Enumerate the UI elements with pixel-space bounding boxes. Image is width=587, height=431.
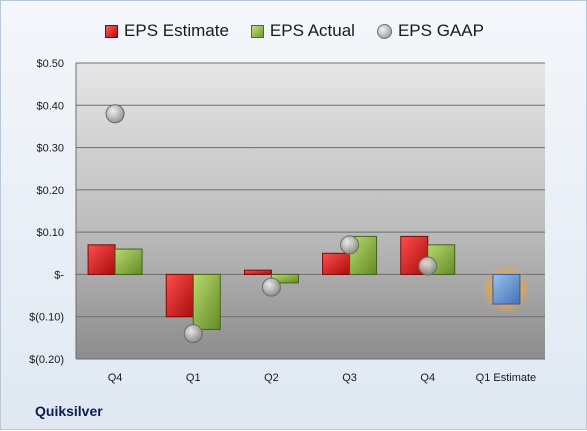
legend-label-gaap: EPS GAAP	[397, 21, 484, 40]
x-tick-label: Q1	[186, 372, 201, 384]
bar-q1-estimate	[492, 273, 521, 305]
bar-eps-estimate	[165, 273, 194, 318]
y-tick-label: $0.10	[36, 227, 64, 239]
legend-item-gaap: EPS GAAP	[376, 21, 484, 41]
x-tick-label: Q2	[264, 372, 279, 384]
chart-legend: EPS Estimate EPS Actual EPS GAAP	[1, 17, 587, 45]
legend-item-actual: EPS Actual	[250, 21, 355, 41]
bar-eps-estimate	[87, 244, 116, 275]
marker-eps-gaap	[418, 256, 438, 276]
marker-eps-gaap	[105, 104, 125, 124]
marker-eps-gaap	[340, 235, 360, 255]
y-tick-label: $0.20	[36, 185, 64, 197]
marker-eps-gaap	[261, 277, 281, 297]
legend-swatch-estimate	[105, 24, 119, 38]
y-tick-label: $(0.10)	[29, 312, 64, 324]
legend-swatch-gaap	[376, 23, 392, 39]
legend-swatch-actual	[250, 24, 264, 38]
y-tick-label: $0.40	[36, 100, 64, 112]
legend-label-estimate: EPS Estimate	[124, 21, 229, 40]
bar-eps-actual	[114, 248, 143, 275]
company-name: Quiksilver	[35, 403, 103, 419]
x-tick-label: Q4	[420, 372, 435, 384]
y-tick-label: $-	[54, 269, 64, 281]
bar-eps-actual	[192, 273, 221, 330]
y-tick-label: $0.50	[36, 58, 64, 70]
x-tick-label: Q4	[108, 372, 123, 384]
y-tick-label: $(0.20)	[29, 354, 64, 366]
bar-eps-estimate	[322, 252, 351, 275]
bar-eps-estimate	[243, 269, 272, 275]
legend-label-actual: EPS Actual	[269, 21, 355, 40]
marker-eps-gaap	[183, 324, 203, 344]
plot-area	[76, 63, 545, 359]
legend-item-estimate: EPS Estimate	[105, 21, 229, 41]
x-tick-label: Q3	[342, 372, 357, 384]
y-tick-label: $0.30	[36, 143, 64, 155]
x-tick-label: Q1 Estimate	[476, 372, 537, 384]
